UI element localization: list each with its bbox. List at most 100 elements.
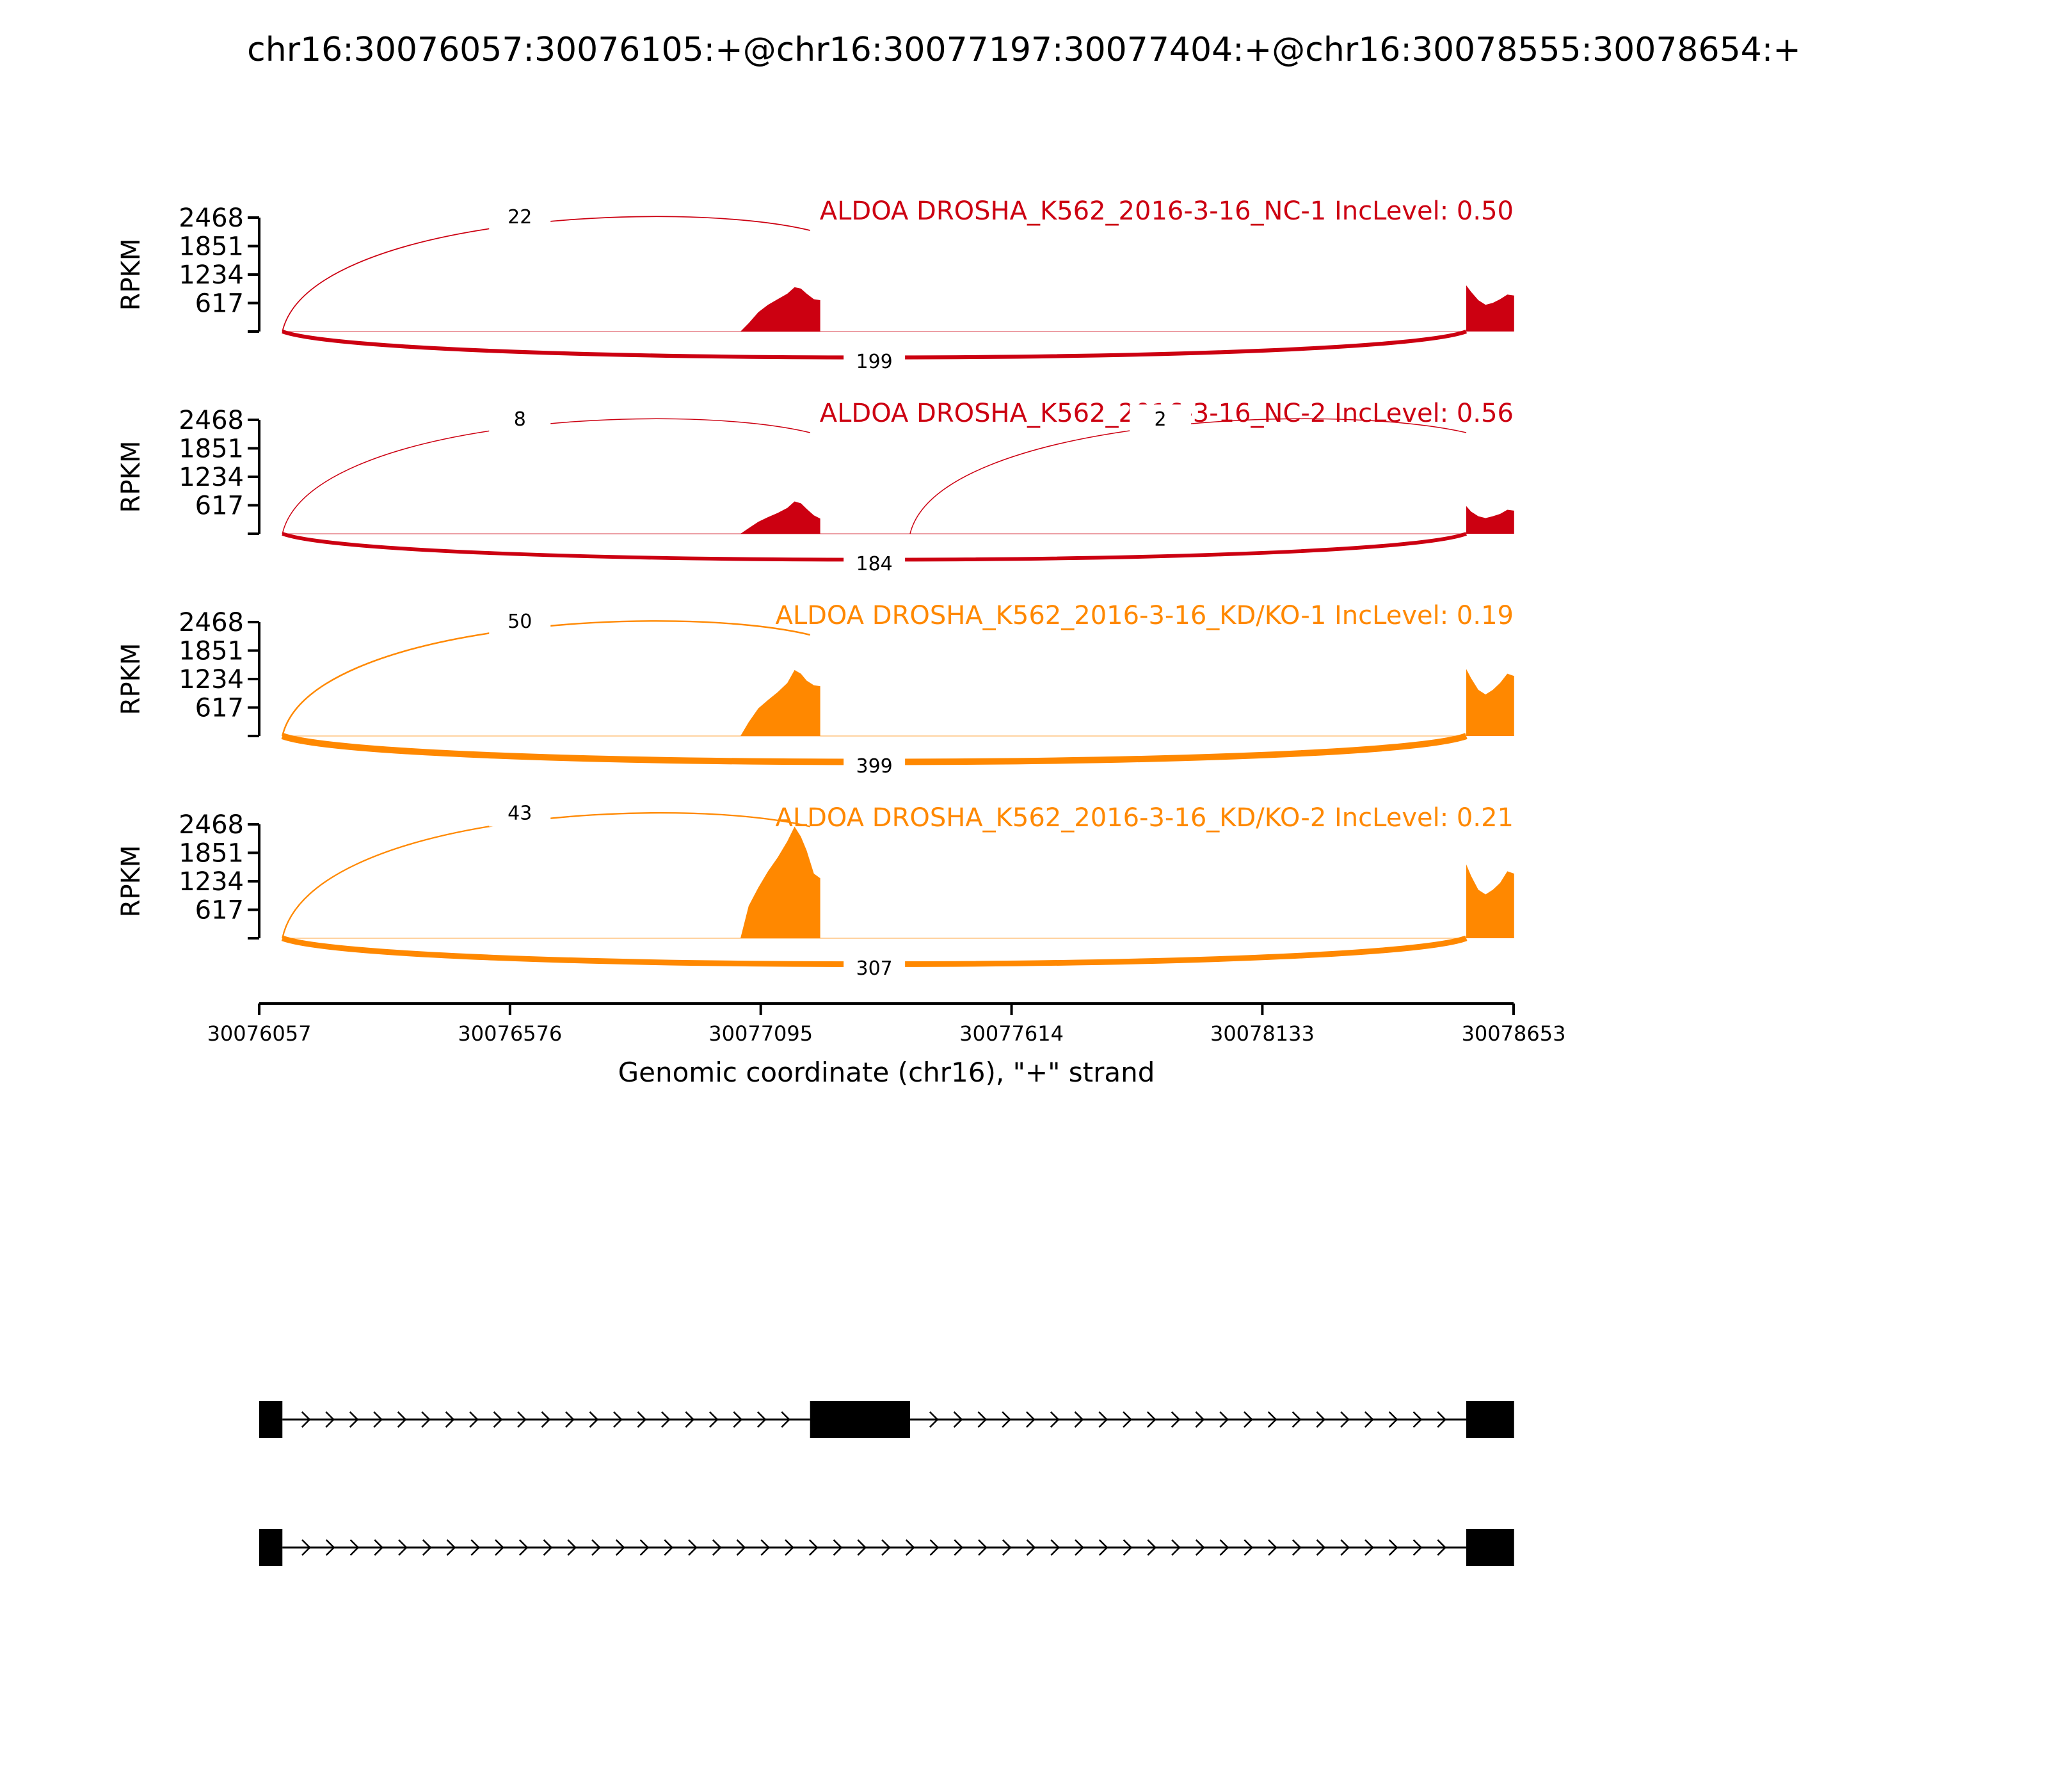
strand-arrow-icon <box>1171 1539 1181 1556</box>
x-tick-label: 30078133 <box>1210 1021 1315 1046</box>
strand-arrow-icon <box>469 1411 479 1428</box>
strand-arrow-icon <box>1316 1539 1326 1556</box>
strand-arrow-icon <box>591 1539 601 1556</box>
strand-arrow-icon <box>1002 1539 1012 1556</box>
strand-arrow-icon <box>495 1539 504 1556</box>
strand-arrow-icon <box>1364 1411 1374 1428</box>
junction-count: 307 <box>856 957 892 980</box>
track-title: ALDOA DROSHA_K562_2016-3-16_NC-1 IncLeve… <box>820 196 1514 226</box>
strand-arrow-icon <box>1388 1411 1398 1428</box>
junction-arc <box>282 418 810 534</box>
y-axis-label: RPKM <box>116 845 146 918</box>
strand-arrow-icon <box>1267 1411 1277 1428</box>
junction-label-bg <box>489 202 551 230</box>
junction-count: 50 <box>508 611 532 633</box>
strand-arrow-icon <box>1412 1411 1423 1428</box>
strand-arrow-icon <box>1340 1539 1350 1556</box>
junction-count: 43 <box>508 802 532 824</box>
strand-arrow-icon <box>445 1411 455 1428</box>
figure-title: chr16:30076057:30076105:+@chr16:30077197… <box>247 31 1801 69</box>
strand-arrow-icon <box>541 1411 551 1428</box>
strand-arrow-icon <box>760 1539 771 1556</box>
coverage-area <box>1466 506 1514 534</box>
junction-label-bg <box>844 549 906 577</box>
strand-arrow-icon <box>398 1539 408 1556</box>
strand-arrow-icon <box>1002 1411 1011 1428</box>
strand-arrow-icon <box>1026 1411 1036 1428</box>
y-tick-label: 617 <box>195 289 244 319</box>
strand-arrow-icon <box>1412 1539 1423 1556</box>
strand-arrow-icon <box>301 1411 311 1428</box>
y-axis-label: RPKM <box>116 239 146 311</box>
y-tick-label: 2468 <box>179 406 244 435</box>
strand-arrow-icon <box>1292 1411 1302 1428</box>
coverage-area <box>1466 669 1514 736</box>
coverage-area <box>740 501 820 534</box>
strand-arrow-icon <box>1219 1539 1229 1556</box>
junction-arc <box>282 216 810 332</box>
y-tick-label: 1234 <box>179 665 244 694</box>
strand-arrow-icon <box>639 1539 650 1556</box>
strand-arrow-icon <box>733 1411 743 1428</box>
strand-arrow-icon <box>785 1539 794 1556</box>
exon-block <box>259 1401 283 1438</box>
strand-arrow-icon <box>929 1539 940 1556</box>
junction-arc <box>282 620 810 737</box>
strand-arrow-icon <box>708 1411 719 1428</box>
strand-arrow-icon <box>857 1539 867 1556</box>
strand-arrow-icon <box>977 1411 988 1428</box>
strand-arrow-icon <box>589 1411 599 1428</box>
x-tick-label: 30077614 <box>959 1021 1064 1046</box>
strand-arrow-icon <box>664 1539 674 1556</box>
strand-arrow-icon <box>567 1539 577 1556</box>
strand-arrow-icon <box>373 1411 383 1428</box>
y-tick-label: 617 <box>195 492 244 521</box>
strand-arrow-icon <box>1050 1411 1060 1428</box>
transcript-models <box>259 1401 1514 1566</box>
strand-arrow-icon <box>446 1539 456 1556</box>
strand-arrow-icon <box>1098 1411 1108 1428</box>
x-axis-label: Genomic coordinate (chr16), "+" strand <box>618 1057 1155 1088</box>
strand-arrow-icon <box>1171 1411 1181 1428</box>
strand-arrow-icon <box>1219 1411 1229 1428</box>
coverage-area <box>1466 285 1514 332</box>
strand-arrow-icon <box>637 1411 647 1428</box>
exon-block <box>810 1401 910 1438</box>
transcript-1 <box>259 1401 1514 1438</box>
junction-count: 8 <box>514 408 526 431</box>
strand-arrow-icon <box>688 1539 698 1556</box>
y-tick-label: 1851 <box>179 435 244 464</box>
coverage-area <box>740 669 820 736</box>
junction-label-bg <box>844 751 906 780</box>
strand-arrow-icon <box>978 1539 988 1556</box>
strand-arrow-icon <box>953 1411 963 1428</box>
coverage-area <box>740 826 820 938</box>
y-axis-label: RPKM <box>116 643 146 716</box>
y-tick-label: 1234 <box>179 867 244 897</box>
strand-arrow-icon <box>1147 1539 1157 1556</box>
strand-arrow-icon <box>1316 1411 1326 1428</box>
y-tick-label: 1851 <box>179 232 244 262</box>
strand-arrow-icon <box>1026 1539 1036 1556</box>
track-title: ALDOA DROSHA_K562_2016-3-16_KD/KO-2 IncL… <box>775 803 1514 833</box>
strand-arrow-icon <box>685 1411 695 1428</box>
y-tick-label: 1234 <box>179 463 244 492</box>
junction-label-bg <box>489 607 551 635</box>
strand-arrow-icon <box>808 1539 819 1556</box>
coverage-area <box>740 287 820 332</box>
junction-label-bg <box>1130 404 1192 433</box>
y-tick-label: 617 <box>195 896 244 925</box>
junction-label-bg <box>844 954 906 982</box>
strand-arrow-icon <box>756 1411 767 1428</box>
strand-arrow-icon <box>1123 1411 1132 1428</box>
strand-arrow-icon <box>470 1539 481 1556</box>
strand-arrow-icon <box>712 1539 722 1556</box>
y-axis-label: RPKM <box>116 441 146 513</box>
track-title: ALDOA DROSHA_K562_2016-3-16_KD/KO-1 IncL… <box>775 601 1514 630</box>
strand-arrow-icon <box>325 1539 335 1556</box>
strand-arrow-icon <box>1146 1411 1156 1428</box>
